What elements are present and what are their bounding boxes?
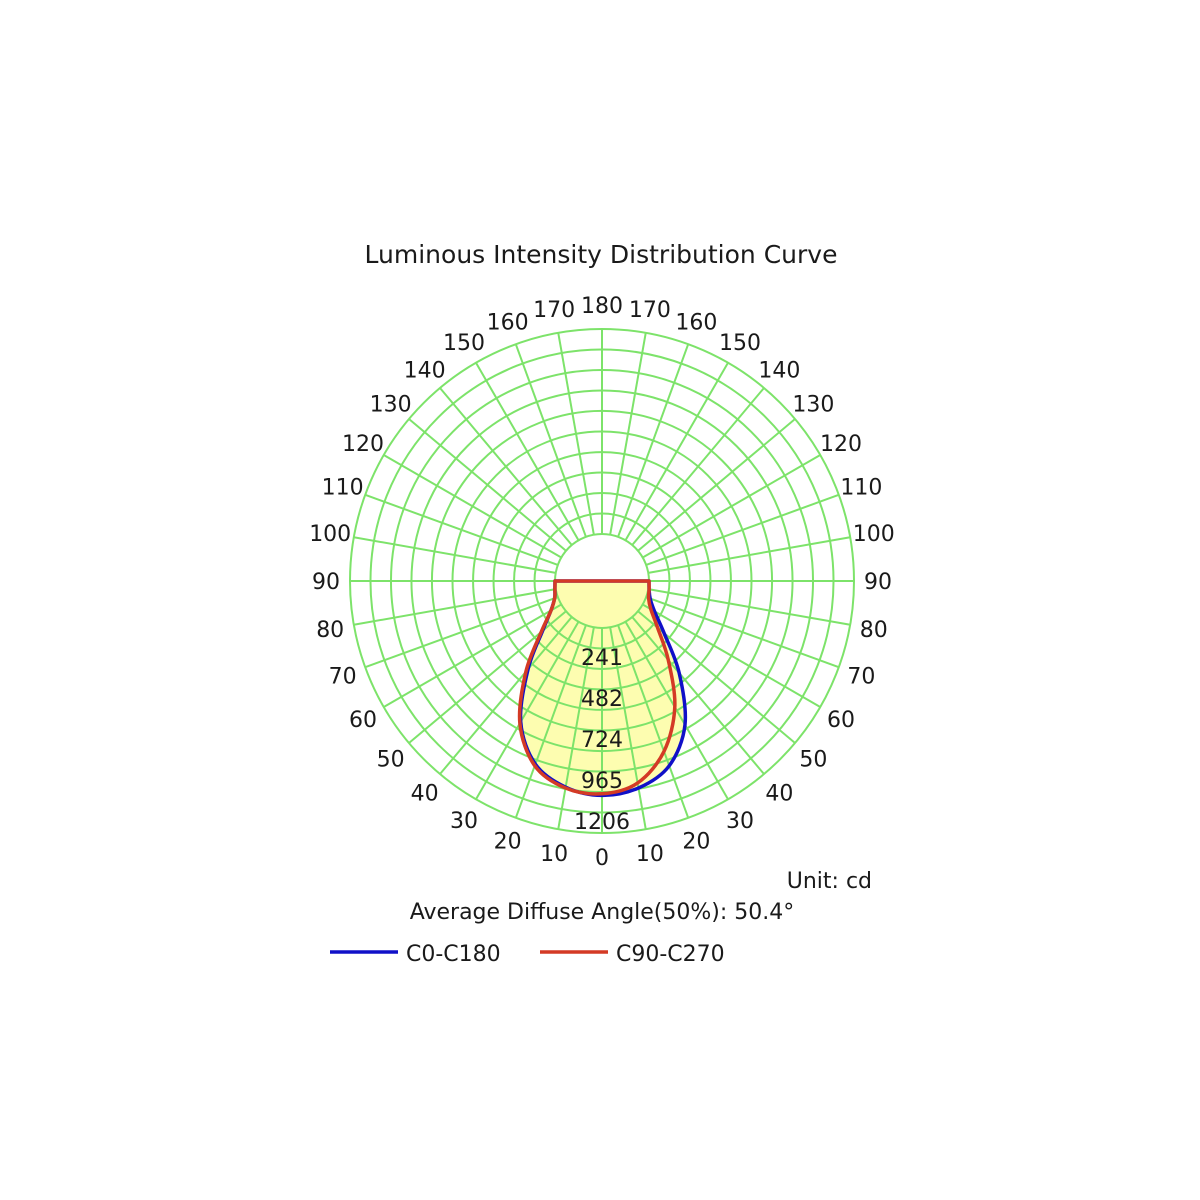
ring-label: 965 <box>581 769 623 794</box>
series-line-2 <box>517 579 677 796</box>
grid-spoke <box>648 588 851 626</box>
grid-spoke <box>364 493 559 566</box>
ring-label: 1206 <box>574 810 630 835</box>
legend: C0-C180 C90-C270 <box>330 942 725 967</box>
angle-label-left: 0 <box>595 846 609 871</box>
diffuse-angle-label: Average Diffuse Angle(50%): 50.4° <box>410 900 795 925</box>
angle-label-right: 100 <box>853 522 895 547</box>
angle-label-right: 20 <box>682 829 710 854</box>
angle-label-left: 30 <box>450 809 478 834</box>
angle-label-left: 40 <box>411 781 439 806</box>
angle-label-right: 160 <box>675 311 717 336</box>
grid-spoke-overlay <box>520 621 580 796</box>
legend-label-1: C0-C180 <box>406 942 501 967</box>
angle-label-left: 160 <box>487 311 529 336</box>
grid-spoke <box>475 362 580 541</box>
grid-spoke <box>383 454 562 559</box>
grid-spoke <box>408 418 567 552</box>
angle-label-left: 180 <box>581 294 623 319</box>
grid-spoke-overlay <box>631 616 686 775</box>
angle-label-left: 90 <box>312 570 340 595</box>
angle-label-left: 70 <box>329 664 357 689</box>
angle-labels: 0102030405060708090100110120130140150160… <box>309 294 895 871</box>
grid-spoke <box>364 596 559 669</box>
grid-spoke <box>557 332 595 535</box>
legend-label-2: C90-C270 <box>616 942 725 967</box>
angle-label-left: 50 <box>377 747 405 772</box>
angle-label-left: 80 <box>316 618 344 643</box>
grid-spoke <box>609 332 647 535</box>
grid-spoke <box>617 343 690 538</box>
grid-spoke <box>514 343 587 538</box>
ring-labels: 241 482 724 965 1206 <box>574 646 630 835</box>
grid-spoke <box>642 454 821 559</box>
grid-spoke <box>439 387 573 546</box>
grid-spoke-overlay <box>520 616 573 775</box>
grid-spoke <box>642 603 821 708</box>
grid-spoke-overlay <box>557 627 595 796</box>
chart-title: Luminous Intensity Distribution Curve <box>365 240 838 269</box>
angle-label-left: 10 <box>540 842 568 867</box>
angle-label-left: 140 <box>404 359 446 384</box>
angle-label-right: 150 <box>719 331 761 356</box>
angle-label-right: 90 <box>864 570 892 595</box>
grid-spoke <box>637 418 796 552</box>
grid-spoke <box>645 596 840 669</box>
grid-spoke-overlay <box>609 627 647 796</box>
angle-label-left: 100 <box>309 522 351 547</box>
angle-label-right: 140 <box>758 359 800 384</box>
ring-label: 482 <box>581 687 623 712</box>
angle-label-right: 80 <box>860 618 888 643</box>
grid-spoke <box>624 362 729 541</box>
angle-label-right: 40 <box>765 781 793 806</box>
grid-spoke <box>383 603 562 708</box>
ring-label: 241 <box>581 646 623 671</box>
angle-label-right: 10 <box>636 842 664 867</box>
angle-label-right: 120 <box>820 432 862 457</box>
angle-label-right: 50 <box>799 747 827 772</box>
angle-label-right: 30 <box>726 809 754 834</box>
angle-label-left: 60 <box>349 708 377 733</box>
angle-label-right: 110 <box>840 476 882 501</box>
grid-spoke <box>645 493 840 566</box>
angle-label-left: 150 <box>443 331 485 356</box>
angle-label-right: 170 <box>629 298 671 323</box>
angle-label-left: 20 <box>494 829 522 854</box>
angle-label-left: 170 <box>533 298 575 323</box>
grid-spoke <box>353 588 556 626</box>
angle-label-right: 60 <box>827 708 855 733</box>
grid-spoke <box>648 536 851 574</box>
ring-label: 724 <box>581 728 623 753</box>
angle-label-left: 120 <box>342 432 384 457</box>
grid-spoke-overlay <box>624 621 686 796</box>
angle-label-right: 70 <box>847 664 875 689</box>
angle-label-left: 110 <box>322 476 364 501</box>
angle-label-right: 130 <box>792 393 834 418</box>
unit-label: Unit: cd <box>787 869 872 894</box>
grid-spoke <box>353 536 556 574</box>
angle-label-left: 130 <box>370 393 412 418</box>
grid-spoke <box>631 387 765 546</box>
